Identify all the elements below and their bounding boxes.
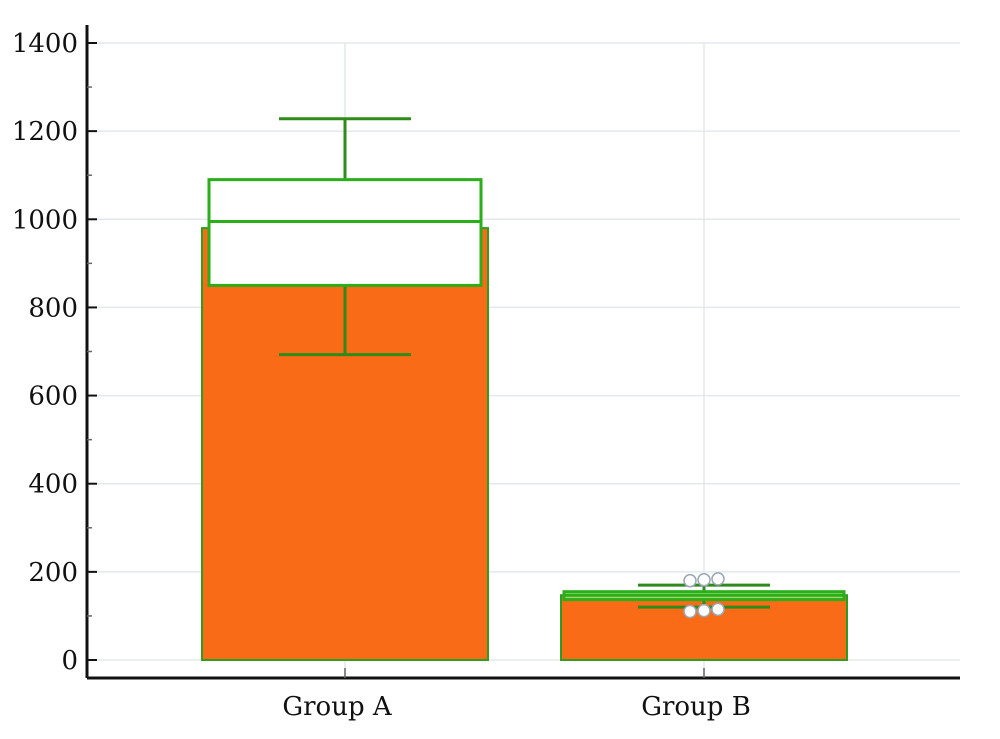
y-tick-label: 400 bbox=[28, 470, 78, 500]
boxplot bbox=[562, 572, 846, 619]
x-tick-label: Group B bbox=[641, 692, 751, 722]
box-iqr bbox=[207, 178, 483, 287]
outlier-point bbox=[683, 604, 697, 619]
outlier-point bbox=[697, 573, 711, 587]
y-tick-label: 0 bbox=[61, 646, 78, 676]
x-tick-labels: Group A Group B bbox=[282, 668, 751, 722]
y-tick-label: 1400 bbox=[12, 29, 78, 59]
y-tick-labels: 0 200 400 600 800 1000 1200 1400 bbox=[12, 29, 97, 676]
x-tick-label: Group A bbox=[282, 692, 393, 722]
y-tick-label: 1000 bbox=[12, 205, 78, 235]
boxplot bbox=[207, 117, 483, 357]
outlier-point bbox=[683, 573, 697, 588]
outlier-point bbox=[697, 603, 711, 618]
y-tick-label: 1200 bbox=[12, 117, 78, 147]
y-tick-label: 600 bbox=[28, 382, 78, 412]
y-tick-label: 800 bbox=[28, 293, 78, 323]
y-tick-label: 200 bbox=[28, 558, 78, 588]
outlier-point bbox=[711, 572, 725, 586]
boxplots bbox=[207, 117, 846, 619]
outlier-point bbox=[711, 602, 725, 617]
